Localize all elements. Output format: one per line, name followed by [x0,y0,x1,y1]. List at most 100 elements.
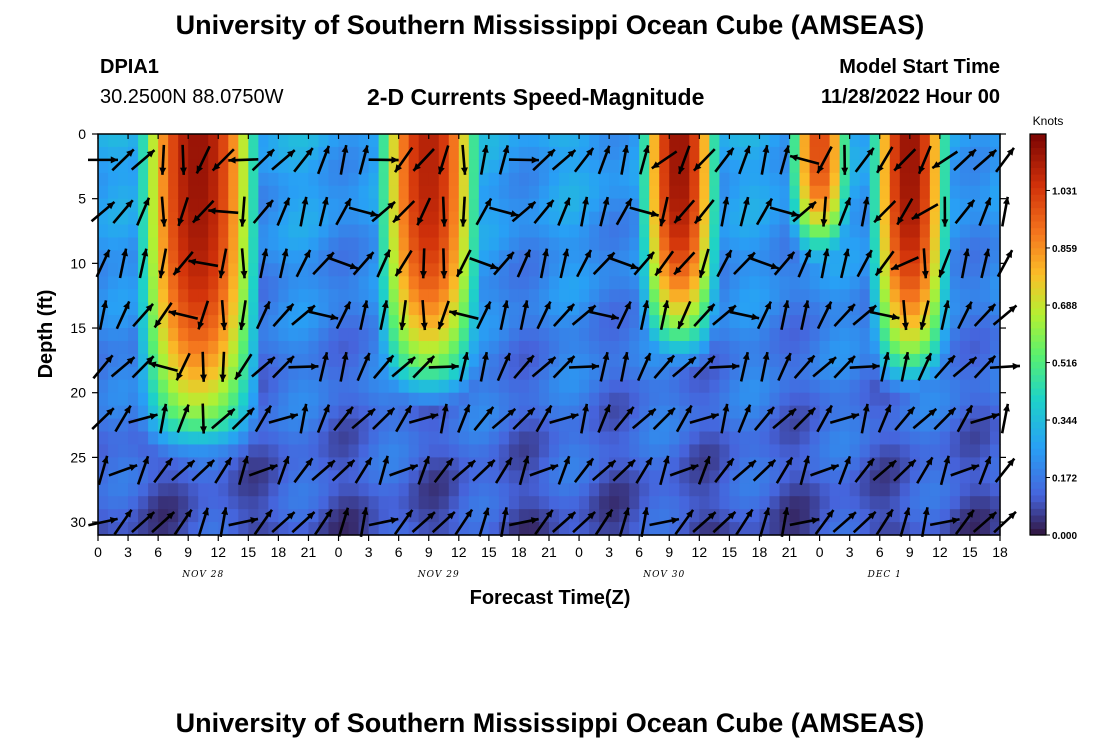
heatmap-cell [518,353,530,368]
x-tick-label: 12 [692,544,708,560]
heatmap-cell [769,134,781,148]
heatmap-cell [388,340,400,355]
heatmap-cell [118,366,129,381]
current-arrow [597,404,611,433]
heatmap-cell [308,211,320,226]
current-arrow [431,510,456,534]
heatmap-cell [589,289,600,303]
heatmap-cell [368,392,380,407]
colorbar-segment [1030,194,1046,202]
current-arrow [651,150,678,170]
colorbar-tick-label: 0.000 [1052,531,1077,542]
heatmap-cell [989,509,1001,523]
heatmap-cell [388,522,400,536]
heatmap-cell [569,198,580,213]
heatmap-cell [208,470,219,484]
heatmap-cell [709,379,720,394]
heatmap-cell [138,522,149,536]
heatmap-cell [138,172,149,187]
heatmap-cell [929,522,941,536]
heatmap-cell [198,211,209,226]
current-arrow [760,144,770,175]
heatmap-cell [899,431,911,446]
heatmap-cell [98,185,109,200]
heatmap-cell [118,405,129,420]
heatmap-cell [769,276,781,290]
heatmap-cell [959,379,971,394]
heatmap-cell [809,379,821,394]
heatmap-cell [789,146,801,161]
current-arrow [498,145,510,175]
heatmap-cell [829,418,841,433]
heatmap-cell [338,211,350,226]
heatmap-cell [158,418,169,433]
heatmap-cell [408,470,420,484]
heatmap-cell [378,328,390,342]
current-arrow [371,200,396,223]
heatmap-cell [649,457,660,471]
heatmap-cell [969,224,981,239]
heatmap-cell [508,328,520,342]
current-arrow [136,197,151,226]
current-arrow [339,144,349,175]
heatmap-cell [579,302,590,316]
current-arrow [1000,403,1010,434]
heatmap-cell [679,340,690,355]
heatmap-cell [348,250,360,264]
heatmap-cell [679,431,690,446]
heatmap-cell [138,509,149,523]
heatmap-cell [418,470,430,484]
current-arrow [812,356,837,378]
heatmap-cell [919,134,931,148]
heatmap-cell [98,237,109,252]
heatmap-cell [569,509,580,523]
heatmap-cell [438,470,450,484]
heatmap-cell [619,289,630,303]
heatmap-cell [799,224,811,239]
heatmap-cell [478,172,490,187]
heatmap-cell [909,379,921,394]
heatmap-cell [829,224,841,239]
heatmap-cell [869,146,881,161]
heatmap-cell [969,496,981,510]
heatmap-cell [248,172,259,187]
heatmap-cell [819,328,831,342]
current-arrow [760,351,770,382]
heatmap-cell [368,185,380,200]
current-arrow [940,300,950,331]
heatmap-cell [599,418,610,433]
heatmap-cell [749,263,761,277]
heatmap-cell [528,159,540,174]
heatmap-cell [398,237,410,252]
heatmap-cell [328,405,340,420]
current-arrow [671,356,697,378]
heatmap-cell [348,185,360,200]
heatmap-cell [148,315,159,329]
heatmap-cell [348,146,360,161]
heatmap-cell [569,379,580,394]
heatmap-cell [969,392,981,407]
heatmap-cell [438,134,450,148]
heatmap-cell [478,250,490,264]
heatmap-cell [238,353,249,368]
heatmap-cell [468,211,480,226]
heatmap-cell [258,431,269,446]
current-arrow [200,403,207,434]
heatmap-cell [268,470,279,484]
heatmap-cell [278,366,290,381]
heatmap-cell [669,159,680,174]
heatmap-cell [679,418,690,433]
heatmap-cell [118,315,129,329]
heatmap-cell [278,496,290,510]
heatmap-cell [609,379,620,394]
heatmap-cell [498,211,510,226]
heatmap-cell [759,392,771,407]
heatmap-cell [208,263,219,277]
current-arrow [299,403,309,434]
heatmap-cell [448,366,460,381]
colorbar-segment [1030,354,1046,362]
current-arrow [901,300,909,331]
heatmap-cell [288,159,300,174]
heatmap-cell [428,405,440,420]
heatmap-cell [819,185,831,200]
